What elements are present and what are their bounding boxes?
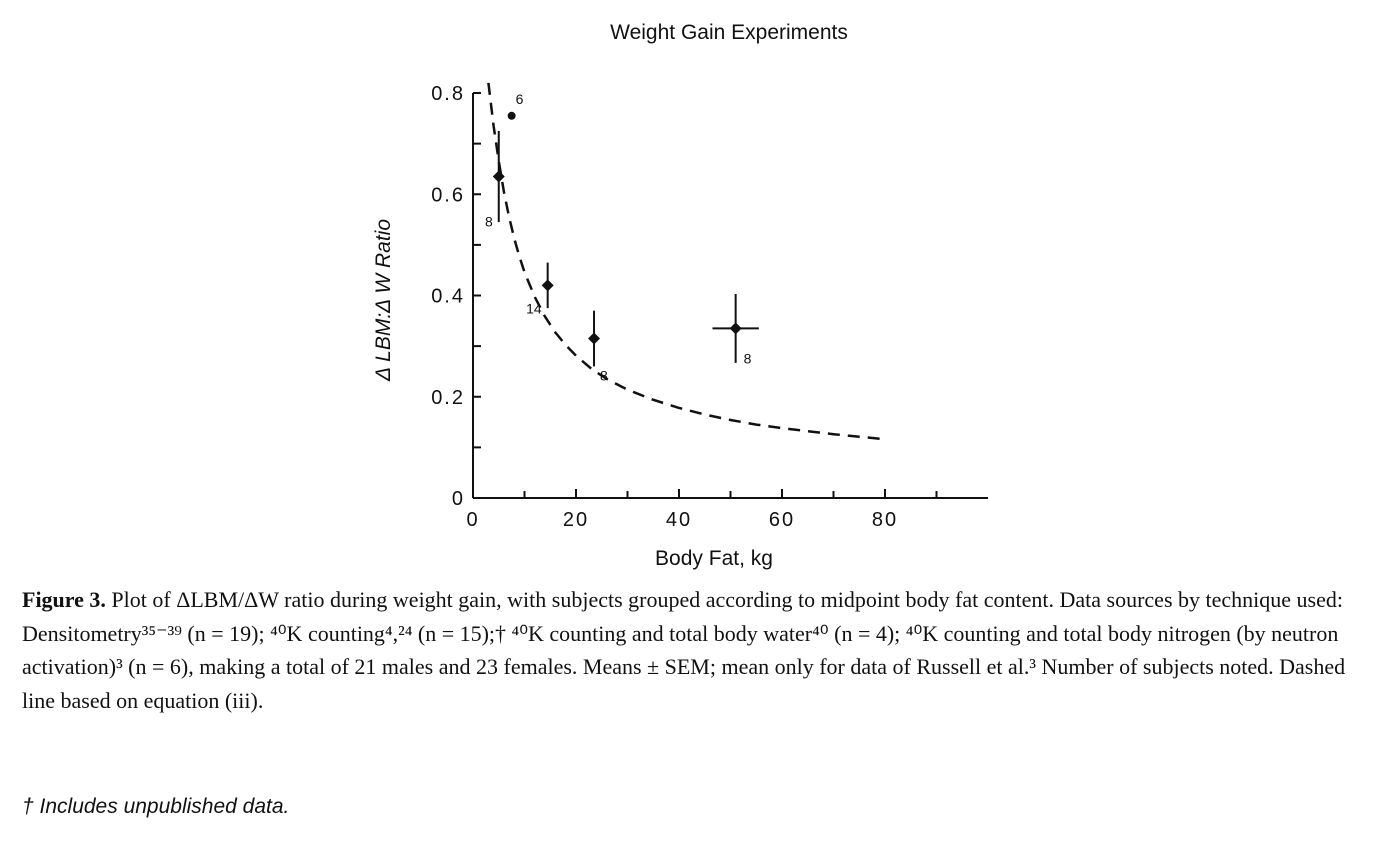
point-count-label: 8 [485,214,493,230]
point-count-label: 6 [516,91,524,107]
x-tick-label: 80 [872,509,898,531]
x-axis-label: Body Fat, kg [655,547,773,570]
point-marker [507,111,516,120]
data-point: 8 [712,293,759,366]
data-point: 8 [485,130,505,230]
caption-text: Plot of ΔLBM/ΔW ratio during weight gain… [22,587,1346,713]
data-points: 6 8 14 8 8 [485,91,759,384]
y-tick-label: 0.4 [431,286,465,308]
point-count-label: 8 [600,368,608,384]
point-count-label: 8 [744,350,752,366]
axis-ticks: 0 20 40 60 80 0 0.2 0.4 0.6 0.8 [431,83,938,531]
chart-axes [472,93,988,499]
dashed-equation-line [487,82,886,441]
x-tick-label: 0 [466,509,479,531]
point-marker [588,332,601,345]
point-marker [541,279,554,292]
figure-caption: Figure 3. Plot of ΔLBM/ΔW ratio during w… [22,583,1362,717]
caption-label: Figure 3. [22,587,106,612]
point-marker [492,170,505,183]
chart-title: Weight Gain Experiments [610,21,848,44]
point-marker [729,322,742,335]
data-point: 14 [526,262,554,316]
y-tick-label: 0.2 [431,387,465,409]
y-tick-label: 0.6 [431,184,465,206]
x-tick-label: 20 [563,509,589,531]
x-tick-label: 60 [769,509,795,531]
y-axis-label: Δ LBM:Δ W Ratio [372,219,395,382]
y-tick-label: 0 [452,488,465,510]
chart: Weight Gain Experiments 0 20 40 60 80 0 0.2 0.4… [372,21,988,570]
point-count-label: 14 [526,300,542,316]
x-tick-label: 40 [666,509,692,531]
data-point: 6 [507,91,524,120]
data-point: 8 [588,310,608,384]
footnote: † Includes unpublished data. [22,795,290,818]
y-tick-label: 0.8 [431,83,465,105]
